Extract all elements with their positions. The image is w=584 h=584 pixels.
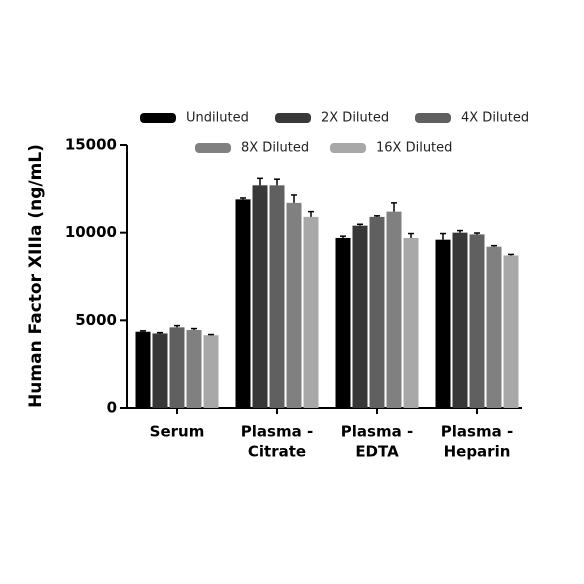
- x-tick-label: Heparin: [444, 443, 511, 461]
- y-tick-label: 0: [107, 399, 117, 417]
- x-tick-label: Citrate: [248, 443, 306, 461]
- bar: [152, 333, 168, 408]
- x-tick-label: EDTA: [355, 443, 399, 461]
- bar: [335, 237, 351, 408]
- legend-swatch: [140, 113, 176, 123]
- y-tick-label: 15000: [65, 136, 117, 154]
- bar: [286, 202, 302, 408]
- legend-label: Undiluted: [186, 111, 249, 126]
- bar: [386, 211, 402, 408]
- legend-label: 8X Diluted: [241, 141, 309, 156]
- y-axis-label: Human Factor XIIIa (ng/mL): [26, 144, 46, 408]
- bar: [352, 225, 368, 408]
- bar: [369, 216, 385, 408]
- bar: [435, 239, 451, 408]
- legend-swatch: [275, 113, 311, 123]
- legend-label: 2X Diluted: [321, 111, 389, 126]
- bar: [169, 327, 185, 408]
- bar: [135, 331, 151, 408]
- bar: [503, 255, 519, 408]
- bar: [452, 232, 468, 408]
- bar: [403, 237, 419, 408]
- bar: [186, 329, 202, 408]
- legend-swatch: [195, 143, 231, 153]
- legend-label: 16X Diluted: [376, 141, 452, 156]
- bar: [252, 185, 268, 408]
- bar: [469, 234, 485, 408]
- y-tick-label: 5000: [75, 311, 117, 329]
- bar: [486, 246, 502, 408]
- legend-swatch: [415, 113, 451, 123]
- x-tick-label: Plasma -: [341, 423, 413, 441]
- legend-label: 4X Diluted: [461, 111, 529, 126]
- x-tick-label: Plasma -: [441, 423, 513, 441]
- bar: [203, 335, 219, 408]
- x-tick-label: Plasma -: [241, 423, 313, 441]
- bar: [235, 199, 251, 408]
- legend-swatch: [330, 143, 366, 153]
- bar: [303, 216, 319, 408]
- y-tick-label: 10000: [65, 223, 117, 241]
- x-tick-label: Serum: [150, 423, 205, 441]
- bar: [269, 185, 285, 408]
